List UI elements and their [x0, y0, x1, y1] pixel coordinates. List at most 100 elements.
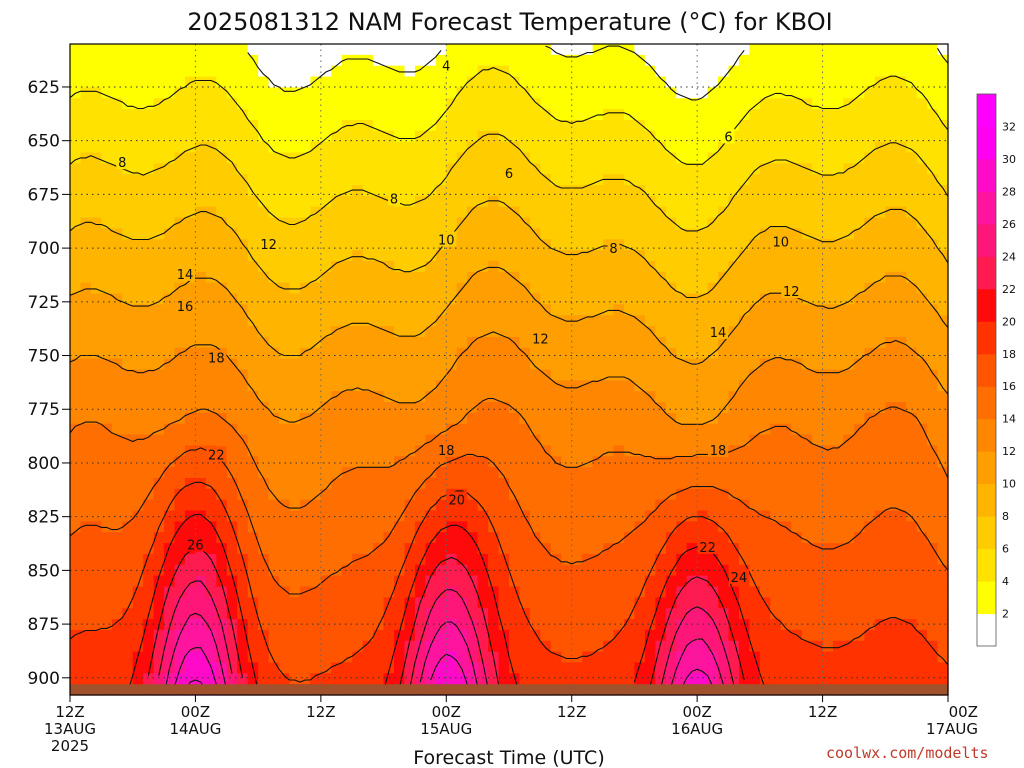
temperature-cell — [467, 358, 479, 371]
temperature-cell — [644, 76, 656, 88]
temperature-cell — [550, 217, 562, 230]
temperature-cell — [655, 271, 667, 284]
temperature-cell — [550, 174, 562, 186]
temperature-cell — [362, 532, 374, 544]
temperature-cell — [498, 336, 510, 349]
temperature-cell — [833, 228, 845, 240]
temperature-cell — [498, 250, 510, 262]
temperature-cell — [174, 380, 186, 392]
temperature-cell — [258, 261, 270, 273]
temperature-cell — [132, 195, 144, 208]
temperature-cell — [383, 488, 395, 501]
temperature-cell — [885, 119, 897, 132]
temperature-cell — [791, 315, 803, 327]
temperature-cell — [373, 651, 385, 664]
temperature-cell — [467, 553, 479, 566]
temperature-cell — [488, 673, 500, 685]
temperature-cell — [519, 423, 531, 436]
temperature-cell — [718, 250, 730, 262]
temperature-cell — [780, 640, 792, 653]
temperature-cell — [791, 228, 803, 240]
temperature-cell — [895, 478, 907, 490]
temperature-cell — [927, 163, 939, 175]
temperature-cell — [101, 119, 113, 132]
temperature-cell — [425, 347, 437, 360]
temperature-cell — [916, 456, 928, 468]
temperature-cell — [331, 217, 343, 230]
temperature-cell — [906, 293, 918, 305]
temperature-cell — [122, 564, 134, 577]
temperature-cell — [916, 412, 928, 425]
temperature-cell — [205, 217, 217, 230]
temperature-cell — [477, 87, 489, 99]
temperature-cell — [592, 239, 604, 251]
temperature-cell — [268, 261, 280, 273]
temperature-cell — [937, 152, 949, 164]
temperature-cell — [467, 217, 479, 230]
temperature-cell — [707, 412, 719, 425]
temperature-cell — [268, 174, 280, 186]
temperature-cell — [373, 629, 385, 642]
temperature-cell — [780, 423, 792, 436]
temperature-cell — [550, 456, 562, 468]
temperature-cell — [822, 98, 834, 110]
temperature-cell — [623, 478, 636, 490]
temperature-cell — [101, 174, 113, 186]
temperature-cell — [582, 488, 594, 501]
temperature-cell — [331, 553, 343, 566]
temperature-cell — [676, 543, 688, 555]
temperature-cell — [665, 532, 677, 544]
temperature-cell — [885, 163, 897, 175]
temperature-cell — [414, 250, 426, 262]
temperature-cell — [467, 185, 479, 197]
temperature-cell — [435, 532, 447, 544]
temperature-cell — [874, 293, 886, 305]
temperature-cell — [561, 87, 573, 99]
temperature-cell — [205, 651, 217, 664]
temperature-cell — [665, 282, 677, 295]
temperature-cell — [90, 239, 102, 251]
temperature-cell — [540, 87, 552, 99]
temperature-cell — [519, 521, 531, 533]
temperature-cell — [383, 44, 395, 56]
temperature-cell — [477, 315, 489, 327]
temperature-cell — [623, 532, 636, 544]
temperature-cell — [477, 673, 489, 685]
temperature-cell — [414, 347, 426, 360]
temperature-cell — [812, 478, 824, 490]
temperature-cell — [676, 87, 688, 99]
temperature-cell — [435, 250, 447, 262]
temperature-cell — [529, 44, 541, 56]
temperature-cell — [143, 44, 155, 56]
temperature-cell — [101, 87, 113, 99]
temperature-cell — [571, 261, 583, 273]
temperature-cell — [164, 358, 176, 371]
temperature-cell — [697, 206, 709, 219]
temperature-cell — [216, 315, 228, 327]
temperature-cell — [70, 445, 82, 457]
temperature-cell — [603, 293, 615, 305]
temperature-cell — [247, 434, 259, 447]
temperature-cell — [780, 478, 792, 490]
temperature-cell — [676, 76, 688, 88]
temperature-cell — [582, 369, 594, 381]
temperature-cell — [383, 109, 395, 121]
temperature-cell — [216, 109, 228, 121]
temperature-cell — [320, 586, 332, 598]
temperature-cell — [216, 575, 228, 588]
temperature-cell — [268, 412, 280, 425]
temperature-cell — [613, 130, 625, 143]
temperature-cell — [509, 228, 521, 240]
temperature-cell — [153, 434, 165, 447]
temperature-cell — [341, 54, 353, 67]
temperature-cell — [373, 261, 385, 273]
temperature-cell — [446, 412, 458, 425]
temperature-cell — [132, 65, 144, 78]
temperature-cell — [341, 44, 353, 56]
temperature-cell — [216, 391, 228, 403]
temperature-cell — [184, 315, 197, 327]
temperature-cell — [843, 358, 855, 371]
temperature-cell — [101, 239, 113, 251]
temperature-cell — [582, 141, 594, 154]
temperature-cell — [540, 478, 552, 490]
